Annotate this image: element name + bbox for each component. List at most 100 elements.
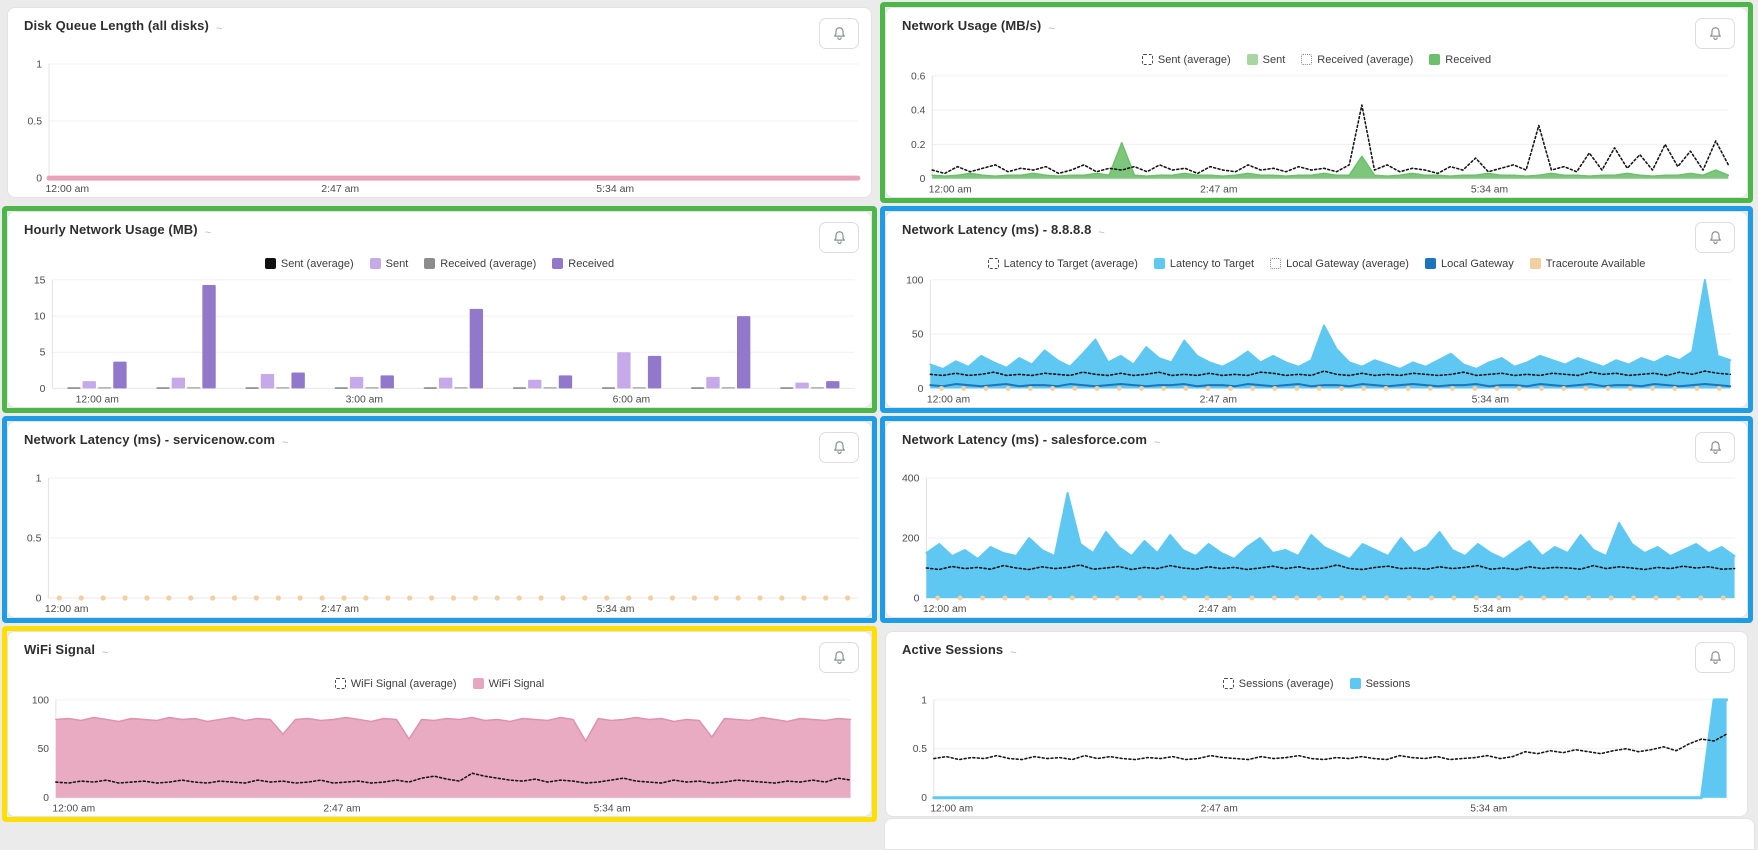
legend-label: Traceroute Available [1545,257,1646,270]
svg-text:2:47 am: 2:47 am [323,803,360,814]
svg-text:12:00 am: 12:00 am [923,604,967,615]
panel-menu-icon[interactable]: ~ [204,227,212,239]
legend-label: Received (average) [1317,53,1414,66]
bell-icon [1709,26,1721,40]
panel-menu-icon[interactable]: ~ [1010,647,1017,659]
legend-swatch-icon [1153,258,1165,270]
panel-title: Disk Queue Length (all disks) ~ [24,18,223,35]
panel-wifi-signal: WiFi Signal ~ WiFi Signal (average) WiFi S… [2,626,877,822]
alert-bell-button[interactable] [1695,18,1735,49]
legend-item[interactable]: Sent [1246,53,1286,66]
legend-item[interactable]: Sessions [1349,678,1410,690]
legend-swatch-icon [1270,258,1282,270]
legend-item[interactable]: Sent [369,258,408,270]
bell-icon [833,230,845,244]
legend-item[interactable]: Sent (average) [1141,54,1231,66]
panel-menu-icon[interactable]: ~ [282,437,289,449]
legend-label: Received [1445,53,1492,66]
bell-icon [833,26,845,40]
legend-item[interactable]: WiFi Signal [472,678,544,690]
svg-text:0.2: 0.2 [911,140,926,151]
svg-text:5:34 am: 5:34 am [597,604,635,615]
svg-text:5: 5 [40,348,46,359]
legend-item[interactable]: Latency to Target [1153,257,1255,270]
svg-text:0.5: 0.5 [28,116,43,127]
card: Network Latency (ms) - servicenow.com ~ 1… [7,421,872,618]
alert-bell-button[interactable] [1695,642,1735,673]
panel-network-latency-servicenow: Network Latency (ms) - servicenow.com ~ 1… [2,416,877,623]
panel-menu-icon[interactable]: ~ [1154,437,1161,449]
panel-menu-icon[interactable]: ~ [215,23,223,35]
panel-network-latency-salesforce: Network Latency (ms) - salesforce.com ~ 4… [880,416,1753,623]
svg-text:100: 100 [32,695,49,706]
legend-item[interactable]: Received (average) [1301,54,1413,66]
legend-label: Local Gateway [1440,257,1514,270]
card: Disk Queue Length (all disks) ~ 1 0.5 0 12:0… [7,7,872,198]
card: Active Sessions ~ Sessions (average) Sessi… [885,631,1748,817]
panel-title: Network Usage (MB/s) ~ [902,18,1055,35]
svg-text:0: 0 [36,174,42,185]
bell-icon [1709,440,1721,454]
svg-text:0.4: 0.4 [911,105,926,116]
legend-item[interactable]: WiFi Signal (average) [334,678,457,690]
legend-swatch-icon [334,678,346,690]
legend-item[interactable]: Latency to Target (average) [987,258,1138,270]
legend-swatch-icon [1222,678,1234,690]
svg-text:0: 0 [43,793,49,804]
legend-label: Sent [1262,53,1286,66]
svg-text:0: 0 [36,594,42,605]
panel-menu-icon[interactable]: ~ [1098,227,1105,239]
card: Network Latency (ms) - salesforce.com ~ 4… [885,421,1748,618]
legend-swatch-icon [552,258,564,270]
svg-text:12:00 am: 12:00 am [45,604,89,615]
card: Network Usage (MB/s) ~ Sent (average) Sent… [885,7,1748,198]
bell-icon [833,650,845,664]
legend-item[interactable]: Sessions (average) [1222,677,1334,690]
svg-text:5:34 am: 5:34 am [1471,184,1508,195]
legend-label: Sessions (average) [1238,677,1334,690]
panel-menu-icon[interactable]: ~ [1048,23,1055,35]
svg-text:2:47 am: 2:47 am [321,604,359,615]
legend-item[interactable]: Received (average) [424,258,536,270]
svg-text:400: 400 [902,473,920,484]
panel-hourly-network-usage: Hourly Network Usage (MB) ~ Sent (average… [2,206,877,413]
svg-text:0: 0 [40,384,46,395]
svg-text:5:34 am: 5:34 am [1473,604,1511,615]
svg-text:2:47 am: 2:47 am [321,184,359,195]
alert-bell-button[interactable] [819,18,859,49]
legend-item[interactable]: Local Gateway [1424,257,1514,270]
legend-item[interactable]: Received [1429,54,1491,66]
svg-text:12:00 am: 12:00 am [45,184,89,195]
alert-bell-button[interactable] [1695,222,1735,253]
svg-text:15: 15 [34,275,46,286]
legend-item[interactable]: Received [552,258,614,270]
legend-label: Latency to Target [1169,257,1255,270]
legend-item[interactable]: Traceroute Available [1529,257,1646,270]
legend-swatch-icon [1141,54,1153,66]
alert-bell-button[interactable] [819,642,859,673]
alert-bell-button[interactable] [1695,432,1735,463]
svg-text:0: 0 [920,174,926,185]
chart-canvas: 100 50 012:00 am 2:47 am 5:34 am [906,275,1732,405]
svg-text:50: 50 [38,744,50,755]
legend-item[interactable]: Sent (average) [264,258,354,270]
alert-bell-button[interactable] [819,432,859,463]
legend-swatch-icon [472,678,484,690]
chart-legend: Sent (average) Sent Received (average) Rece… [886,51,1747,69]
svg-text:6:00 am: 6:00 am [613,394,651,405]
svg-text:12:00 am: 12:00 am [927,394,970,405]
svg-text:50: 50 [912,329,924,340]
legend-label: Received (average) [440,257,537,270]
legend-swatch-icon [264,258,276,270]
svg-text:12:00 am: 12:00 am [929,184,972,195]
svg-text:2:47 am: 2:47 am [1200,184,1237,195]
panel-title: Network Latency (ms) - salesforce.com ~ [902,432,1161,449]
next-panel-top-edge [884,818,1755,850]
panel-menu-icon[interactable]: ~ [102,647,109,659]
svg-text:1: 1 [36,473,42,484]
legend-item[interactable]: Local Gateway (average) [1270,258,1409,270]
svg-text:100: 100 [906,275,924,286]
alert-bell-button[interactable] [819,222,859,253]
card: WiFi Signal ~ WiFi Signal (average) WiFi S… [7,631,872,817]
svg-text:2:47 am: 2:47 am [1198,604,1236,615]
